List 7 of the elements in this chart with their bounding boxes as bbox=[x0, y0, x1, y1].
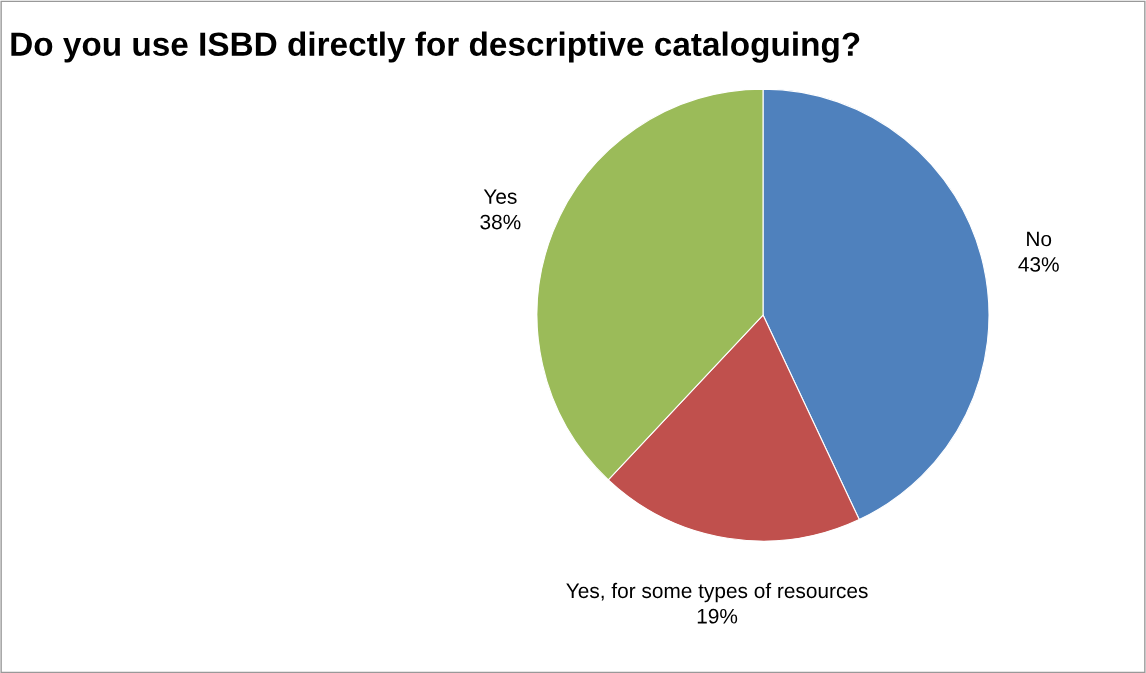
slice-label: Yes bbox=[483, 189, 517, 204]
slice-label: No bbox=[1027, 231, 1052, 247]
slice-label: Yes, for some types of resources bbox=[566, 582, 868, 603]
chart-title: Do you use ISBD directly for descriptive cataloguing? bbox=[11, 31, 860, 63]
data-label: 43% bbox=[1018, 257, 1059, 272]
data-label: 19% bbox=[697, 608, 738, 624]
data-label: 38% bbox=[480, 214, 521, 230]
